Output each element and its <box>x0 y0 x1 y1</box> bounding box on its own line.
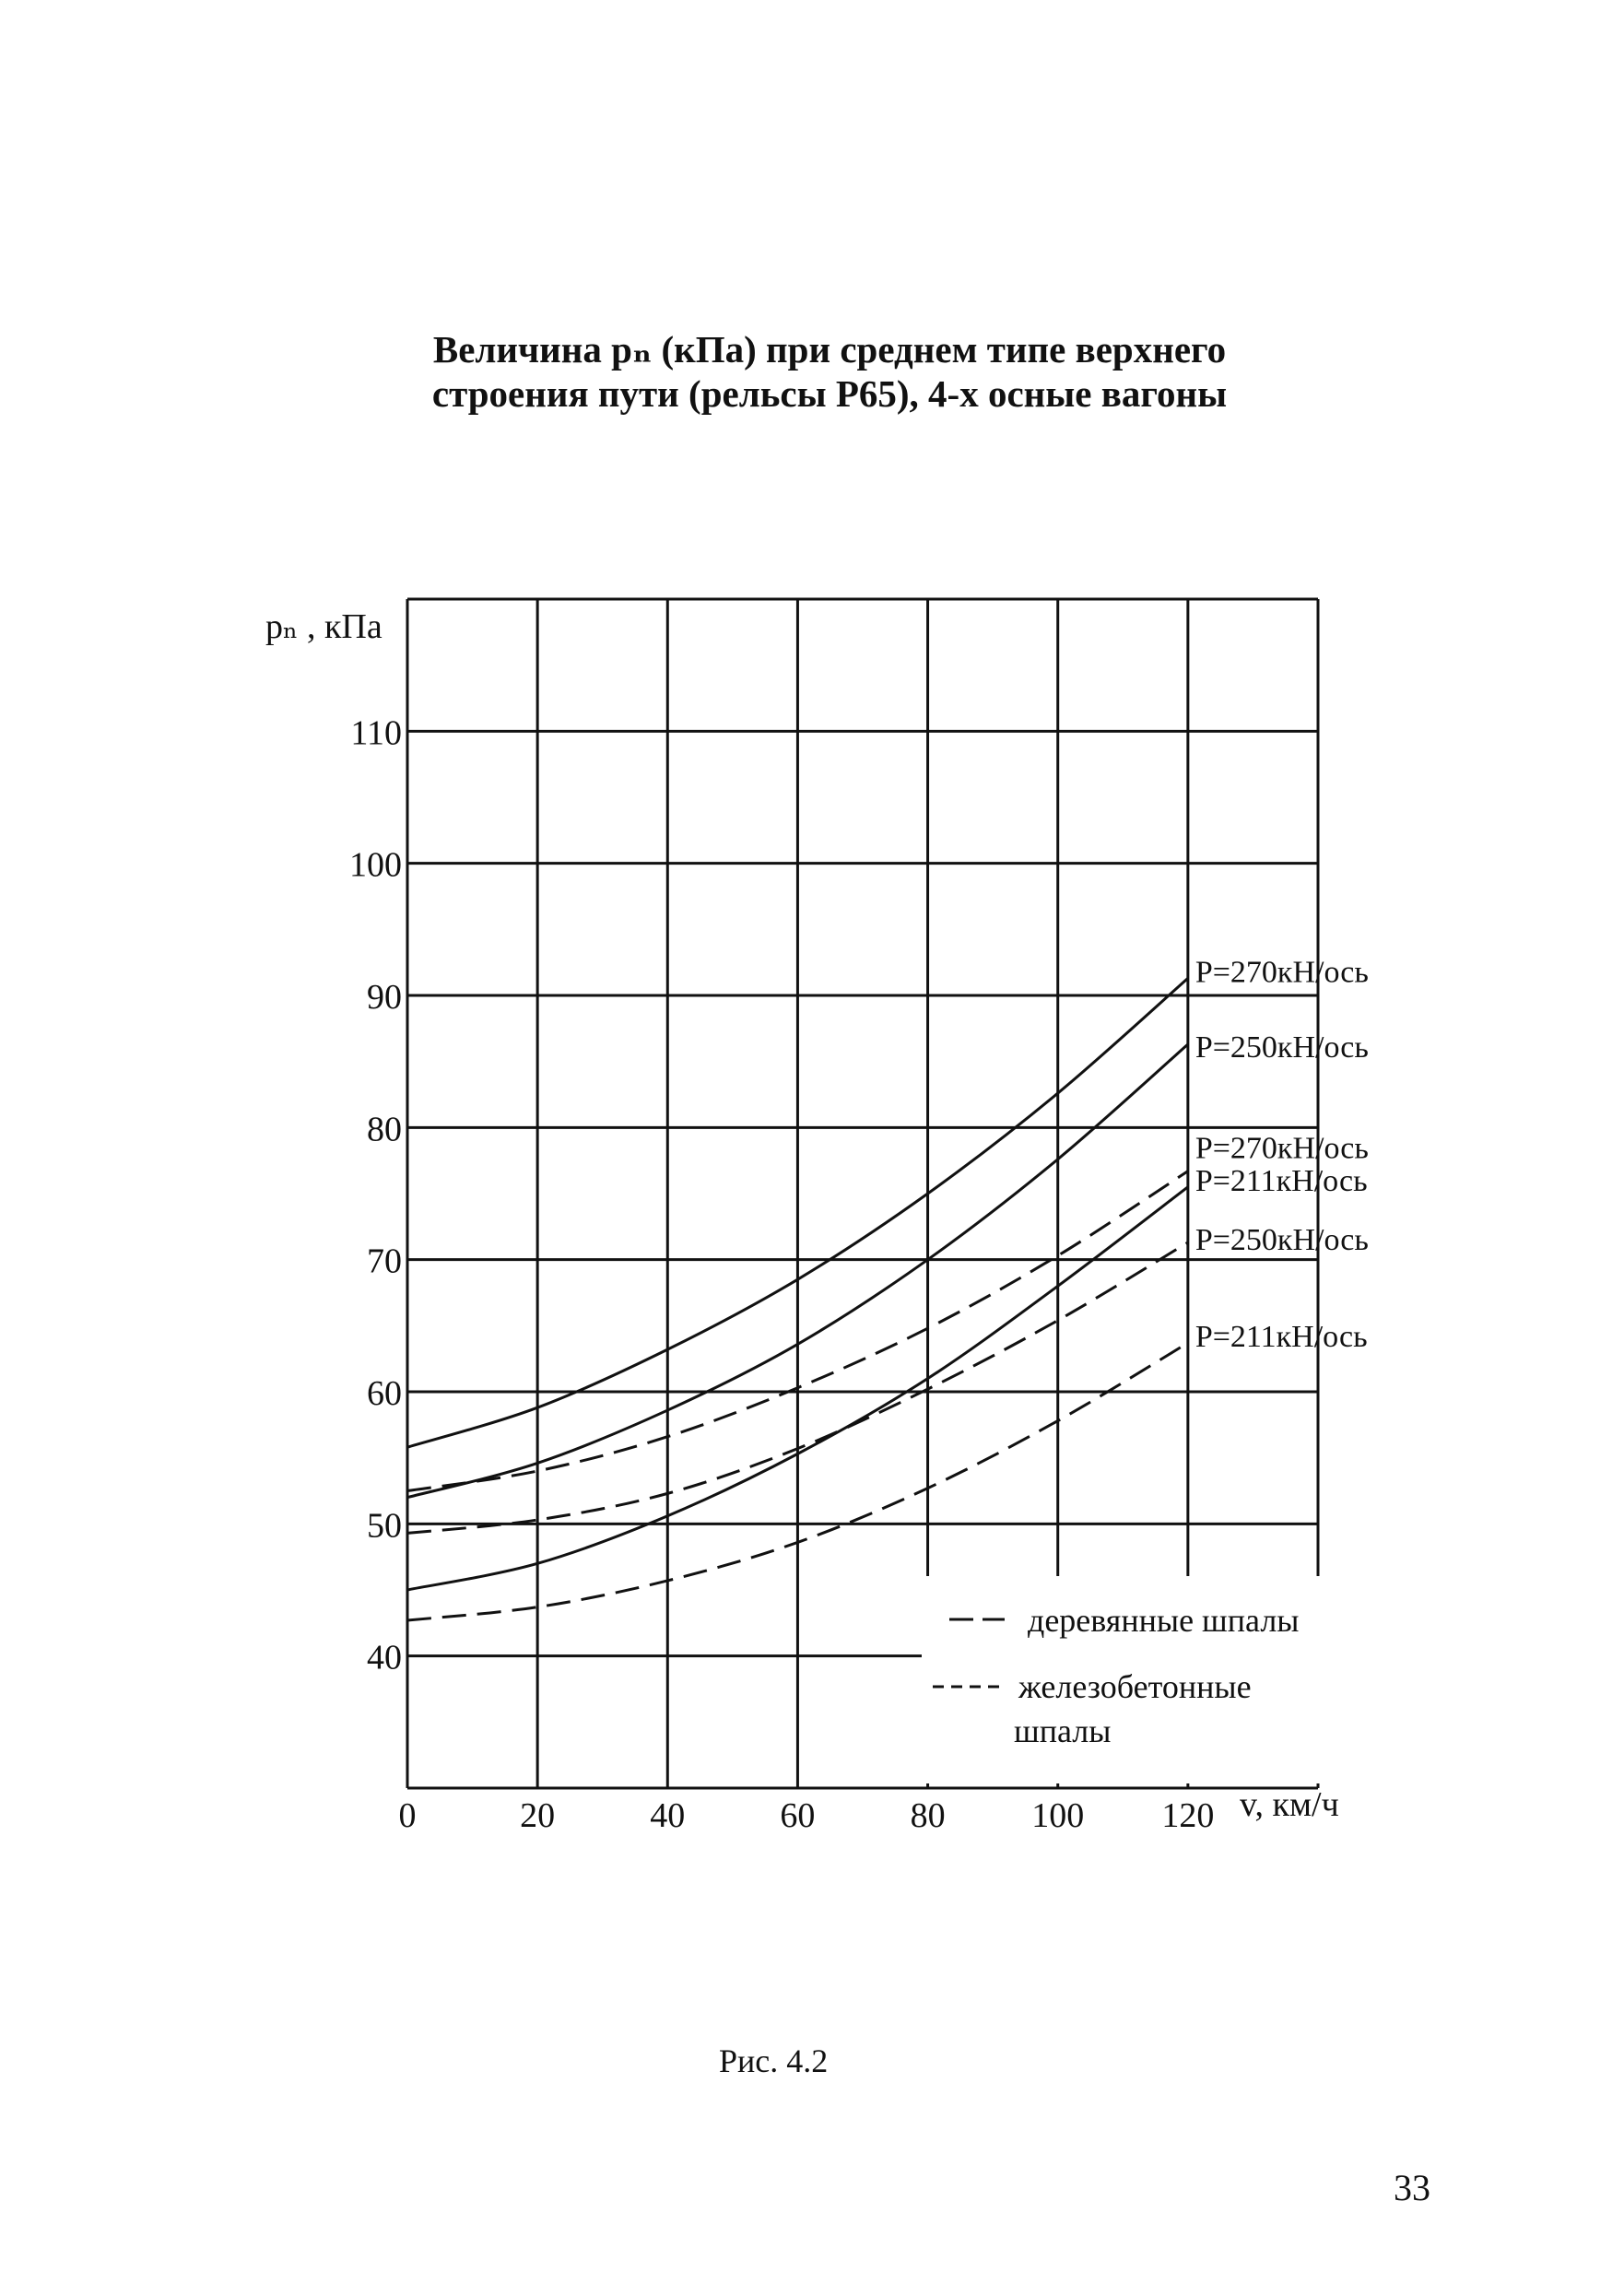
x-tick-label: 20 <box>520 1796 555 1835</box>
series-label: P=211кН/ось <box>1195 1320 1368 1354</box>
legend-label-wooden: деревянные шпалы <box>1028 1602 1300 1639</box>
legend-label-concrete: железобетонные шпалы <box>1014 1668 1260 1749</box>
y-tick-label: 60 <box>367 1374 402 1413</box>
series-lines <box>406 977 1189 1622</box>
y-tick-label: 110 <box>350 713 402 752</box>
series-line <box>406 1241 1189 1535</box>
legend: деревянные шпалы железобетонные шпалы <box>922 1576 1327 1783</box>
legend-label-concrete-line-1: железобетонные <box>1018 1668 1252 1705</box>
x-tick-label: 40 <box>650 1796 685 1835</box>
series-line <box>406 1042 1189 1500</box>
x-axis-title: v, км/ч <box>1240 1785 1339 1824</box>
series-label: P=250кН/ось <box>1195 1223 1369 1257</box>
y-tick-label: 100 <box>349 846 402 885</box>
series-line <box>406 1170 1189 1492</box>
series-label: P=270кН/ось <box>1195 1132 1369 1166</box>
x-tick-label: 60 <box>780 1796 815 1835</box>
legend-label-concrete-line-2: шпалы <box>1014 1712 1111 1749</box>
chart-title: Величина pₙ (кПа) при среднем типе верхн… <box>277 327 1383 416</box>
series-line <box>406 1185 1189 1592</box>
y-axis-title: pₙ , кПа <box>265 607 382 646</box>
title-line-1: Величина pₙ (кПа) при среднем типе верхн… <box>432 328 1227 371</box>
y-tick-label: 90 <box>367 978 402 1017</box>
series-line <box>406 1341 1189 1622</box>
series-label: P=270кН/ось <box>1195 955 1369 989</box>
title-line-2: строения пути (рельсы Р65), 4-х осные ва… <box>431 372 1228 415</box>
y-tick-label: 40 <box>367 1639 402 1677</box>
y-tick-label: 80 <box>367 1110 402 1148</box>
x-tick-label: 0 <box>399 1796 417 1835</box>
y-tick-label: 50 <box>367 1506 402 1545</box>
x-tick-label: 120 <box>1161 1796 1214 1835</box>
series-label: P=250кН/ось <box>1195 1030 1369 1065</box>
page-number: 33 <box>1394 2167 1430 2208</box>
series-labels: P=270кН/осьP=250кН/осьP=211кН/осьP=270кН… <box>1195 955 1369 1354</box>
legend-background <box>922 1576 1327 1783</box>
series-label: P=211кН/ось <box>1195 1164 1368 1198</box>
tick-labels: 0 20 40 60 80 100 120 40 50 60 70 80 90 100 110 <box>349 713 1214 1835</box>
y-axis-title-text: pₙ , кПа <box>265 607 382 646</box>
figure-caption: Рис. 4.2 <box>719 2042 829 2079</box>
series-line <box>406 977 1189 1449</box>
x-tick-label: 100 <box>1031 1796 1084 1835</box>
x-tick-label: 80 <box>911 1796 946 1835</box>
y-tick-label: 70 <box>367 1242 402 1281</box>
